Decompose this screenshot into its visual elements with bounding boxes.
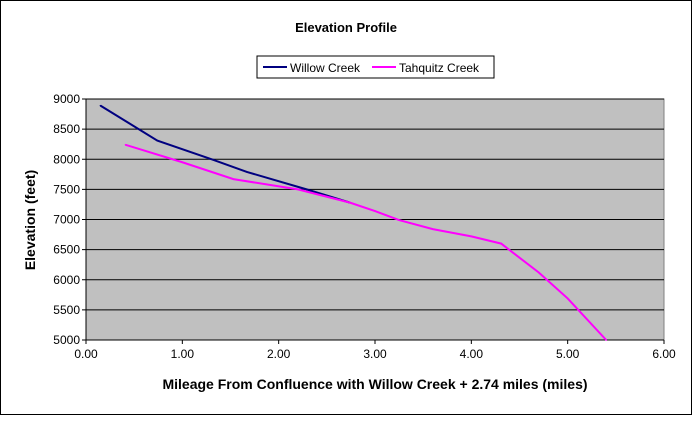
data-point-willow-creek <box>305 188 308 191</box>
data-point-tahquitz-creek <box>398 219 400 221</box>
x-tick-label: 4.00 <box>460 347 484 361</box>
legend-label-tahquitz-creek: Tahquitz Creek <box>399 61 480 75</box>
x-tick-label: 0.00 <box>74 347 98 361</box>
y-tick-label: 8000 <box>53 152 80 166</box>
y-axis-label: Elevation (feet) <box>22 170 38 270</box>
x-tick-label: 3.00 <box>363 347 387 361</box>
x-tick-label: 1.00 <box>171 347 195 361</box>
data-point-tahquitz-creek <box>432 228 434 230</box>
data-point-willow-creek <box>156 139 159 142</box>
legend: Willow Creek Tahquitz Creek <box>256 55 495 79</box>
data-point-tahquitz-creek <box>124 143 127 146</box>
chart-title: Elevation Profile <box>295 20 397 35</box>
x-tick-label: 6.00 <box>652 347 676 361</box>
data-point-tahquitz-creek <box>500 242 502 245</box>
y-tick-label: 9000 <box>53 92 80 106</box>
x-axis-label: Mileage From Confluence with Willow Cree… <box>162 376 587 392</box>
y-tick-label: 5500 <box>53 303 80 317</box>
data-point-tahquitz-creek <box>232 178 235 180</box>
data-point-willow-creek <box>246 171 248 173</box>
data-point-willow-creek <box>99 104 102 107</box>
x-tick-label: 2.00 <box>267 347 291 361</box>
data-point-tahquitz-creek <box>537 271 540 274</box>
data-point-tahquitz-creek <box>349 201 351 204</box>
data-point-tahquitz-creek <box>566 297 569 300</box>
series-line-willow-creek <box>99 104 351 204</box>
data-point-tahquitz-creek <box>470 235 473 238</box>
data-point-willow-creek <box>212 159 214 161</box>
x-tick-label: 5.00 <box>556 347 580 361</box>
data-point-tahquitz-creek <box>297 188 299 191</box>
y-tick-label: 7500 <box>53 182 80 196</box>
data-point-tahquitz-creek <box>605 339 607 341</box>
data-point-tahquitz-creek <box>374 210 376 212</box>
y-tick-label: 6500 <box>53 243 80 257</box>
y-tick-label: 6000 <box>53 273 80 287</box>
data-point-tahquitz-creek <box>181 161 184 164</box>
y-tick-label: 5000 <box>53 333 80 347</box>
legend-label-willow-creek: Willow Creek <box>290 61 361 75</box>
y-tick-label: 8500 <box>53 122 80 136</box>
y-tick-label: 7000 <box>53 213 80 227</box>
